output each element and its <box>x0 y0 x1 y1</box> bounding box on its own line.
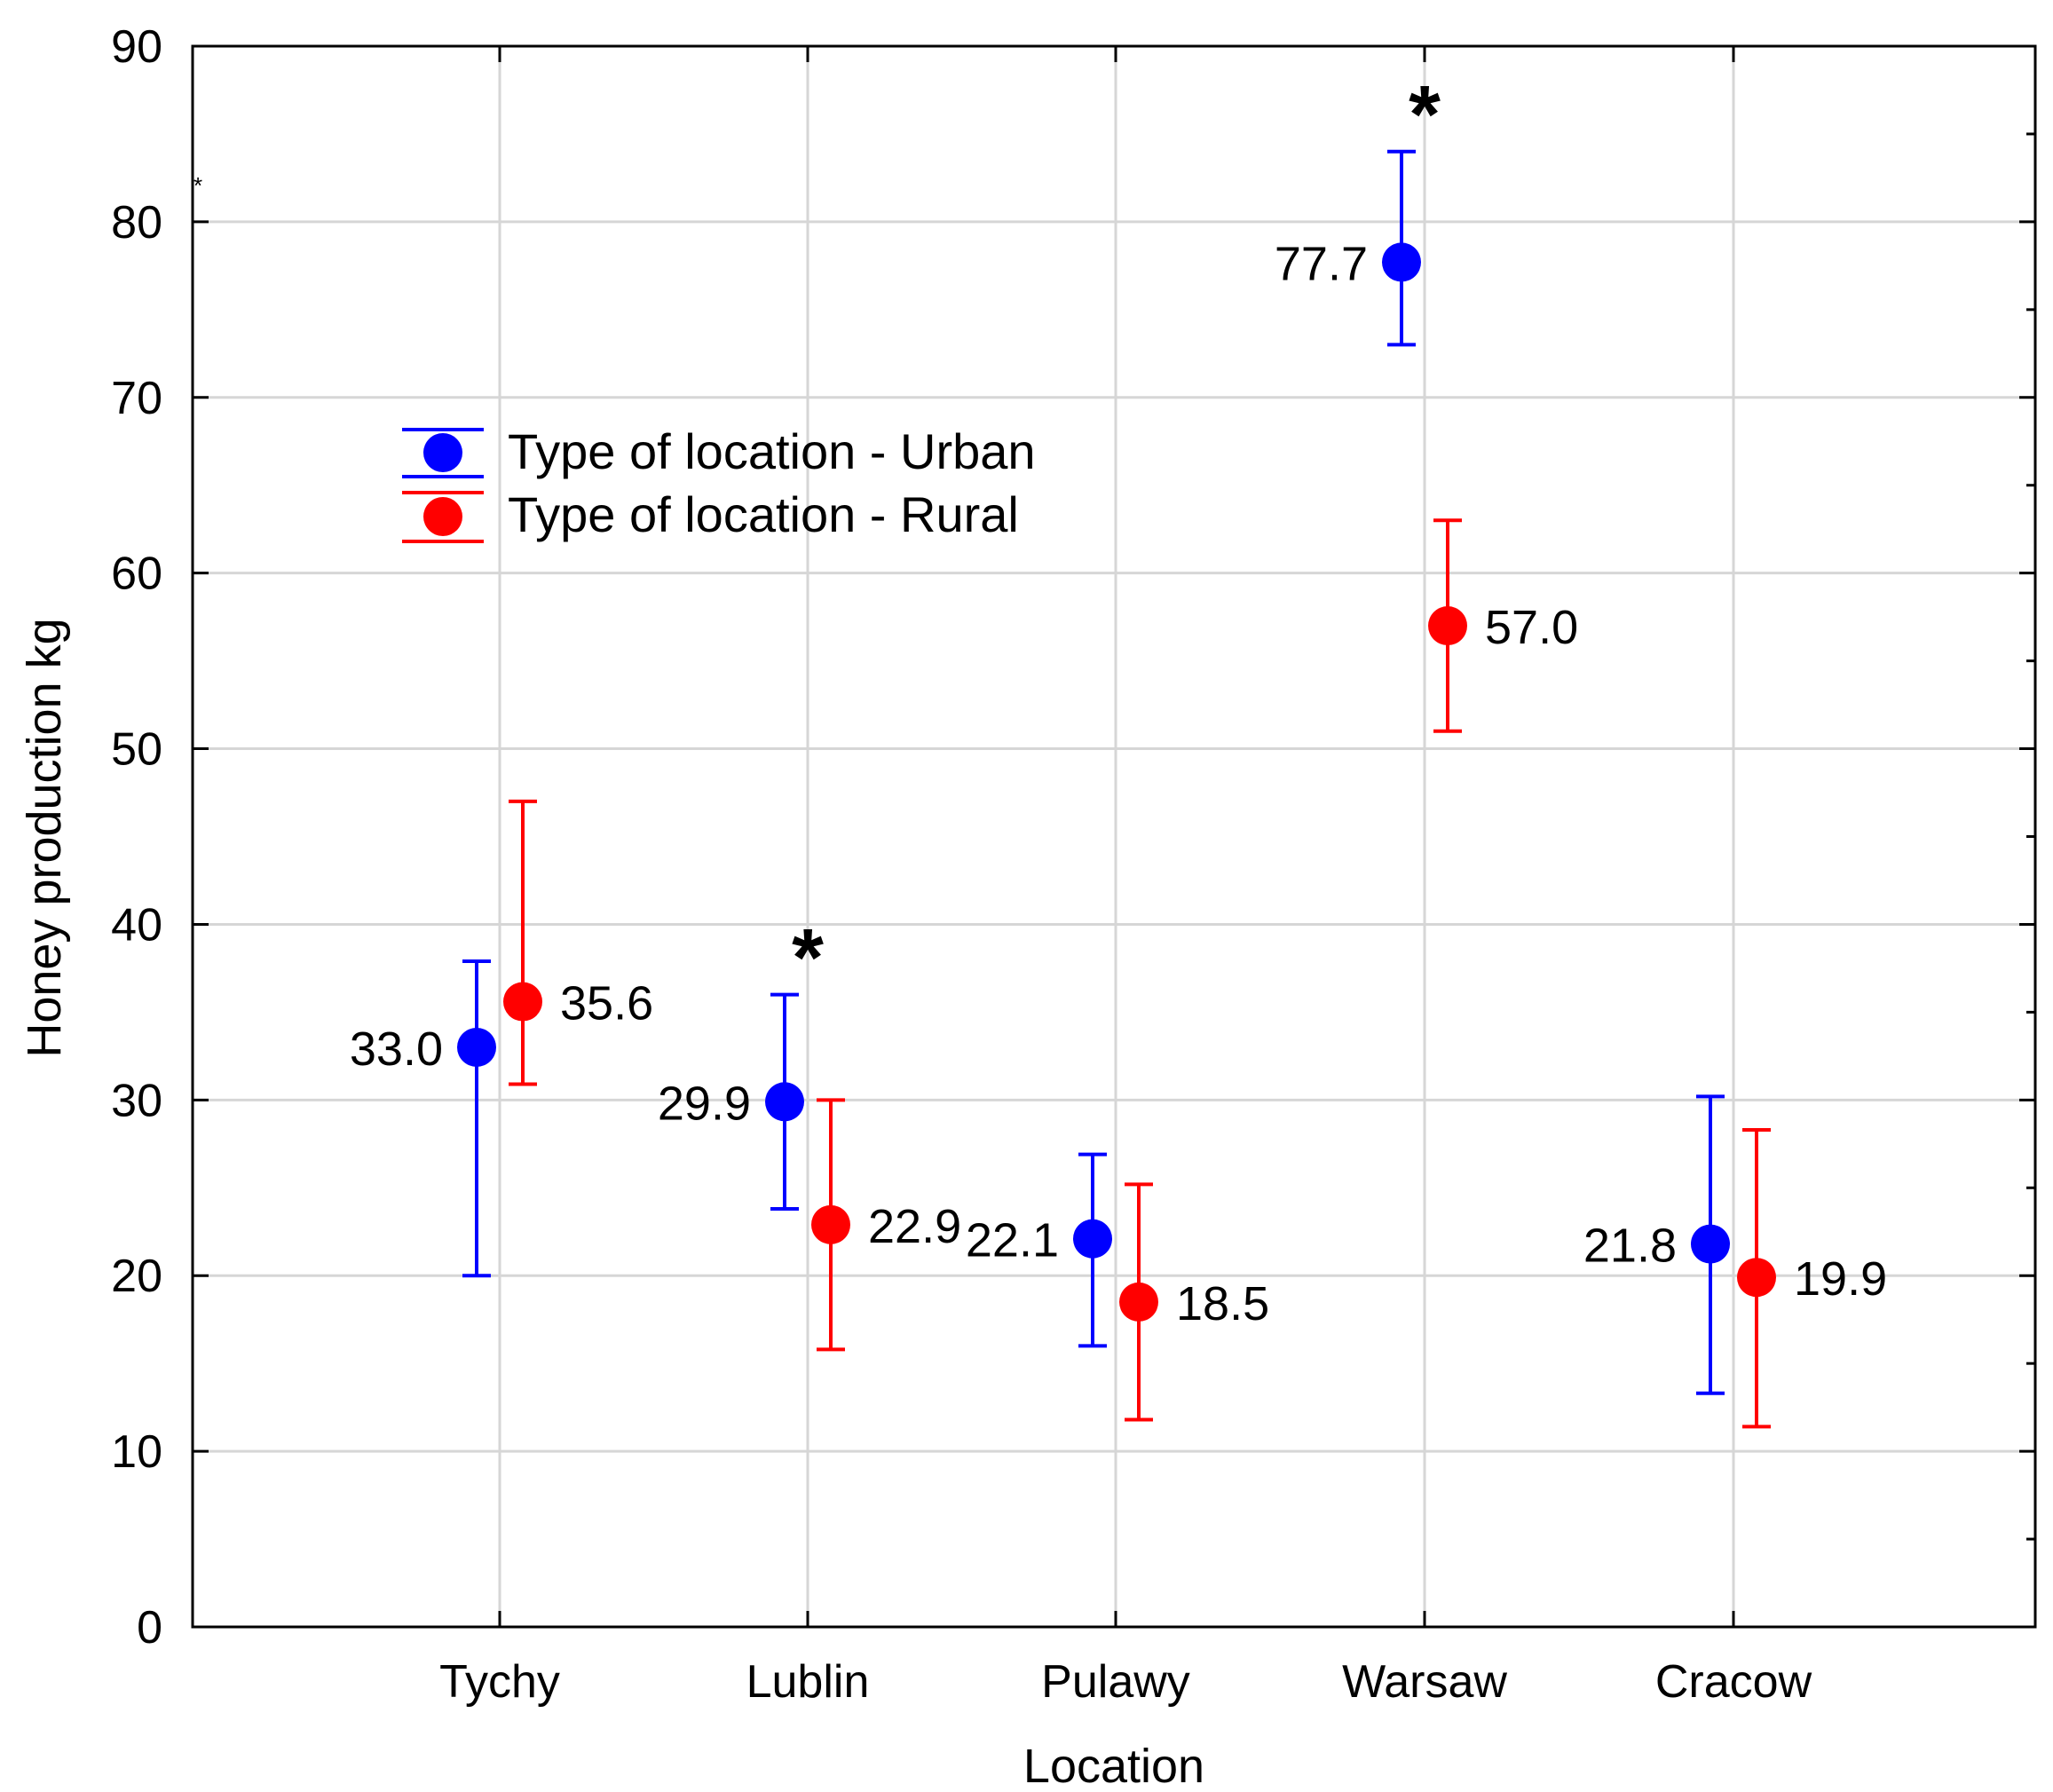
x-tick-label: Tychy <box>439 1656 560 1708</box>
data-point <box>1691 1224 1730 1264</box>
y-axis-title: Honey production kg <box>18 618 71 1057</box>
data-label: 77.7 <box>1275 237 1368 290</box>
data-label: 29.9 <box>658 1077 751 1130</box>
data-label: 57.0 <box>1485 601 1578 654</box>
y-tick-label: 90 <box>111 21 162 73</box>
data-label: 21.8 <box>1583 1220 1677 1273</box>
data-label: 33.0 <box>350 1022 443 1076</box>
grid-lines <box>193 46 2035 1627</box>
significance-marker: * <box>792 913 824 1004</box>
legend-rural-label: Type of location - Rural <box>508 486 1019 542</box>
y-tick-label: 80 <box>111 197 162 249</box>
data-point <box>503 982 542 1022</box>
legend-urban-marker <box>423 433 462 472</box>
y-tick-label: 20 <box>111 1251 162 1302</box>
y-tick-label: 70 <box>111 373 162 424</box>
data-point <box>1428 606 1467 646</box>
axis-ticks: 0 10 20 30 40 50 60 70 80 90 Tychy Lublin Pulawy Wars… <box>111 21 2035 1708</box>
x-tick-label: Warsaw <box>1342 1656 1507 1708</box>
data-point <box>765 1082 804 1122</box>
data-point <box>1119 1282 1158 1322</box>
significance-marker: * <box>1409 70 1441 161</box>
data-label: 35.6 <box>560 977 653 1030</box>
legend: Type of location - Urban Type of locatio… <box>402 423 1036 543</box>
y-tick-label: 60 <box>111 549 162 600</box>
data-label: 22.1 <box>966 1214 1059 1267</box>
y-tick-label: 0 <box>137 1602 162 1654</box>
y-tick-label: 30 <box>111 1075 162 1126</box>
data-point <box>811 1204 850 1244</box>
corner-marker: * <box>193 172 202 199</box>
y-tick-label: 10 <box>111 1426 162 1478</box>
data-label: 18.5 <box>1176 1277 1269 1330</box>
y-tick-label: 50 <box>111 724 162 776</box>
x-axis-title: Location <box>1023 1740 1204 1792</box>
data-series: 33.0 29.9 22.1 77.7 21.8 35.6 22.9 18.5 57.0 19.9… <box>350 70 1887 1429</box>
data-label: 19.9 <box>1794 1252 1887 1306</box>
data-point <box>457 1027 496 1067</box>
legend-urban-label: Type of location - Urban <box>508 423 1036 479</box>
data-label: 22.9 <box>868 1200 961 1253</box>
legend-rural-marker <box>423 497 462 536</box>
plot-frame <box>191 44 2037 1629</box>
data-point <box>1737 1258 1776 1298</box>
x-tick-label: Cracow <box>1655 1656 1812 1708</box>
x-tick-label: Lublin <box>746 1656 870 1708</box>
x-tick-label: Pulawy <box>1041 1656 1190 1708</box>
data-point <box>1382 242 1421 282</box>
data-point <box>1073 1219 1112 1259</box>
y-tick-label: 40 <box>111 899 162 951</box>
